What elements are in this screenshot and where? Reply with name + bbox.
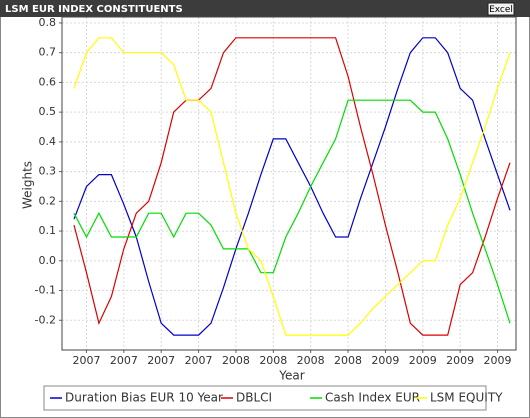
x-tick-label: 2009	[371, 354, 399, 367]
x-tick-label: 2009	[446, 354, 474, 367]
y-tick-label: -0.1	[35, 284, 56, 297]
y-tick-label: -0.2	[35, 313, 56, 326]
x-tick-label: 2009	[409, 354, 437, 367]
series-line	[73, 37, 511, 336]
legend-label: Cash Index EUR	[325, 391, 420, 405]
x-tick-label: 2008	[297, 354, 325, 367]
series-line	[73, 37, 511, 336]
series-line	[73, 99, 511, 324]
x-tick-label: 2007	[185, 354, 213, 367]
x-tick-label: 2008	[259, 354, 287, 367]
y-axis-label: Weights	[21, 161, 35, 209]
window-title: LSM EUR INDEX CONSTITUENTS	[5, 4, 183, 15]
title-bar	[0, 0, 530, 17]
legend-label: Duration Bias EUR 10 Year	[65, 391, 223, 405]
y-tick-label: 0.5	[39, 105, 57, 118]
series-line	[73, 37, 511, 336]
y-tick-label: 0.8	[39, 16, 57, 29]
y-tick-label: 0.2	[39, 194, 57, 207]
excel-button-label[interactable]: Excel	[489, 5, 513, 15]
legend-label: LSM EQUITY	[430, 391, 503, 405]
excel-button[interactable]	[487, 2, 515, 16]
y-tick-label: 0.7	[39, 46, 57, 59]
y-tick-label: 0.4	[39, 135, 57, 148]
y-tick-label: 0.3	[39, 165, 57, 178]
x-axis-label: Year	[278, 369, 304, 383]
x-tick-label: 2008	[222, 354, 250, 367]
legend-label: DBLCI	[236, 391, 272, 405]
plot-border	[61, 16, 517, 351]
plot-area	[62, 17, 516, 350]
x-tick-label: 2008	[334, 354, 362, 367]
x-tick-label: 2009	[484, 354, 512, 367]
x-tick-label: 2007	[110, 354, 138, 367]
y-tick-label: 0.6	[39, 75, 57, 88]
x-tick-label: 2007	[147, 354, 175, 367]
x-tick-label: 2007	[72, 354, 100, 367]
y-tick-label: 0.1	[39, 224, 57, 237]
y-tick-label: 0.0	[39, 254, 57, 267]
legend-box	[43, 385, 487, 411]
